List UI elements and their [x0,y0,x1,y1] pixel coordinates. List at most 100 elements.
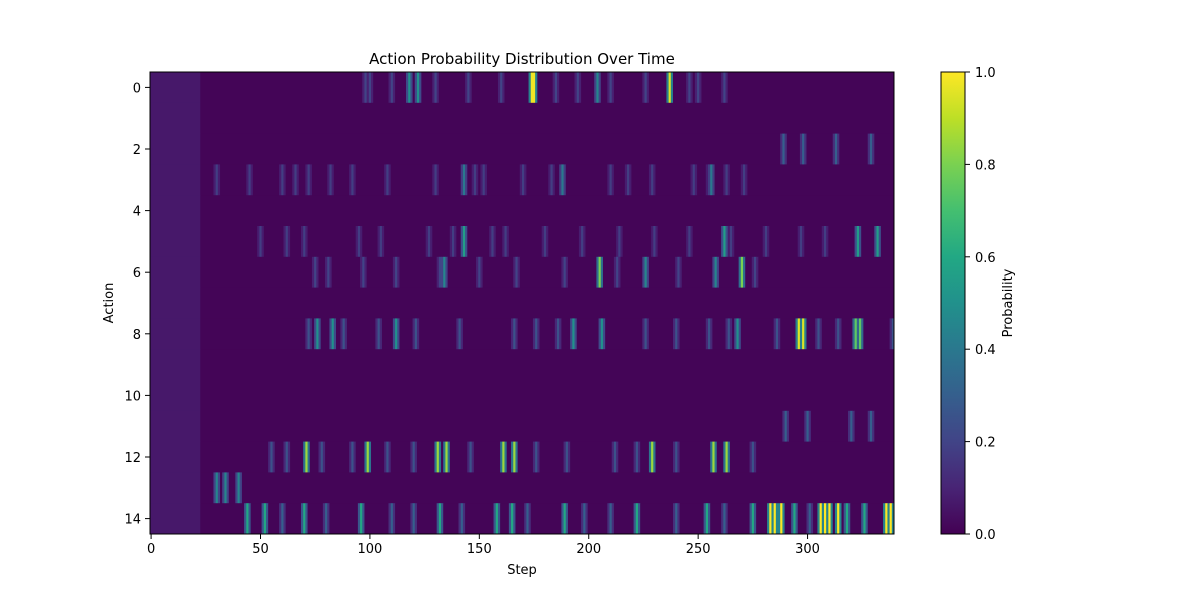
heatmap-cell [419,318,457,350]
heatmap-cell [688,72,691,104]
heatmap-cell [642,72,645,104]
x-axis: 0 50 100 150 200 250 300 [147,534,820,557]
heatmap-cell [325,503,328,535]
heatmap-cell [598,256,602,288]
x-tick-label: 100 [358,542,383,557]
heatmap-cell [443,503,459,535]
heatmap-cell [441,441,444,473]
heatmap-cell [738,318,742,350]
heatmap-cell [434,72,438,104]
heatmap-cell [497,72,501,104]
y-axis: 0 2 4 6 8 10 12 14 [124,81,150,528]
heatmap-cell [465,503,494,535]
heatmap-cell [150,133,201,165]
heatmap-cell [224,472,227,504]
heatmap-cell [756,441,895,473]
heatmap-cell [613,503,634,535]
heatmap-cell [290,441,304,473]
colorbar-tick-label: 0.2 [975,436,996,451]
heatmap-cell [677,256,680,288]
heatmap-cell [565,503,569,535]
heatmap-cell [305,226,308,258]
heatmap-cell [727,226,731,258]
heatmap-cell [559,164,562,196]
heatmap-cell [802,226,805,258]
heatmap-cell [743,164,746,196]
heatmap-cell [268,503,280,535]
heatmap-cell [316,256,319,288]
heatmap-cell [307,226,357,258]
heatmap-cell [355,441,365,473]
heatmap-cell [397,318,400,350]
heatmap-cell [462,318,512,350]
heatmap-cell [502,441,505,473]
heatmap-cell [436,72,440,104]
heatmap-cell [235,472,238,504]
heatmap-cell [508,503,512,535]
heatmap-cell [782,133,785,165]
heatmap-cell [732,226,735,258]
heatmap-cell [351,441,354,473]
heatmap-cell [677,503,680,535]
heatmap-cell [360,256,363,288]
heatmap-cell [150,410,201,442]
heatmap-cell [618,226,621,258]
heatmap-cell [150,195,201,227]
heatmap-cell [329,164,333,196]
heatmap-cell [716,441,724,473]
heatmap-cell [552,72,556,104]
heatmap-cell [261,503,265,535]
heatmap-cell [519,164,523,196]
heatmap-cell [858,318,862,350]
heatmap-cell [200,72,363,104]
heatmap-cell [767,226,770,258]
heatmap-cell [852,318,856,350]
heatmap-cell [511,503,514,535]
heatmap-cell [346,318,376,350]
heatmap-cell [883,503,886,535]
heatmap-cell [648,164,652,196]
colorbar-tick-label: 0.8 [975,158,996,173]
heatmap-cell [438,503,442,535]
heatmap-cell [388,441,392,473]
heatmap-cell [681,256,713,288]
heatmap-cell [747,164,895,196]
heatmap-cell [327,503,330,535]
heatmap-cell [725,226,729,258]
heatmap-cell [611,164,615,196]
heatmap-cell [600,256,604,288]
heatmap-cell [559,72,575,104]
heatmap-cell [434,164,438,196]
heatmap-cell [712,256,715,288]
heatmap-cell [874,133,895,165]
heatmap-cell [734,318,737,350]
heatmap-cell [570,318,573,350]
heatmap-cell [250,164,254,196]
heatmap-cell [384,226,427,258]
heatmap-cell [241,472,895,504]
heatmap-cell [784,503,792,535]
heatmap-cell [349,164,352,196]
heatmap-cell [740,318,775,350]
heatmap-cell [697,72,700,104]
heatmap-cell [679,318,707,350]
heatmap-cell [817,318,820,350]
heatmap-cell [460,503,464,535]
heatmap-cell [878,226,882,258]
heatmap-cell [443,441,446,473]
heatmap-cell [644,72,648,104]
heatmap-cell [290,226,302,258]
heatmap-cell [712,441,715,473]
heatmap-cell [819,503,823,535]
heatmap-cell [839,318,842,350]
heatmap-cell [535,318,538,350]
heatmap-cell [675,318,678,350]
heatmap-cell [259,226,262,258]
heatmap-cell [753,256,757,288]
y-tick-label: 10 [124,389,141,404]
heatmap-cell [150,164,201,196]
heatmap-cell [865,503,869,535]
heatmap-cell [672,318,676,350]
heatmap-cell [550,164,554,196]
heatmap-cell [539,441,564,473]
